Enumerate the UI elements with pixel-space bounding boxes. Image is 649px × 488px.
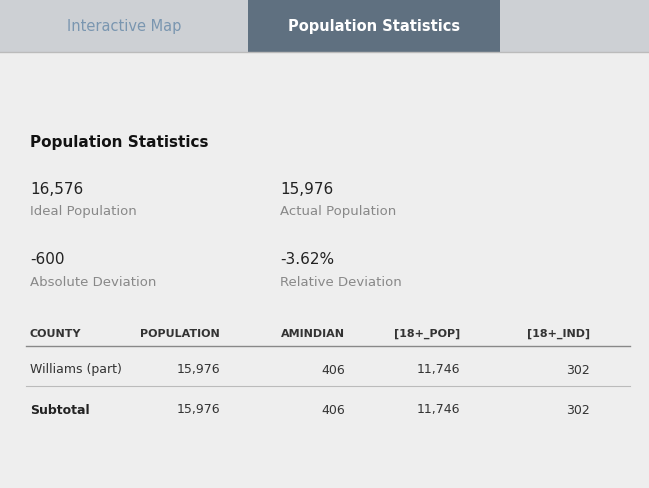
Text: [18+_POP]: [18+_POP]	[394, 329, 460, 339]
Text: Population Statistics: Population Statistics	[288, 19, 460, 34]
Text: Relative Deviation: Relative Deviation	[280, 276, 402, 288]
Text: 406: 406	[321, 404, 345, 416]
Text: -600: -600	[30, 252, 64, 267]
Text: Absolute Deviation: Absolute Deviation	[30, 276, 156, 288]
Bar	[500, 0, 649, 52]
Text: Williams (part): Williams (part)	[30, 364, 122, 377]
Bar	[248, 0, 500, 52]
Text: 15,976: 15,976	[177, 364, 220, 377]
Text: 15,976: 15,976	[280, 183, 333, 198]
Bar	[0, 0, 248, 52]
Text: 15,976: 15,976	[177, 404, 220, 416]
Text: [18+_IND]: [18+_IND]	[527, 329, 590, 339]
Text: Ideal Population: Ideal Population	[30, 205, 137, 219]
Text: 11,746: 11,746	[417, 364, 460, 377]
Text: 406: 406	[321, 364, 345, 377]
Text: Interactive Map: Interactive Map	[67, 19, 181, 34]
Text: AMINDIAN: AMINDIAN	[281, 329, 345, 339]
Text: Population Statistics: Population Statistics	[30, 135, 208, 149]
Text: Subtotal: Subtotal	[30, 404, 90, 416]
Bar	[0, 52, 649, 488]
Text: POPULATION: POPULATION	[140, 329, 220, 339]
Text: 16,576: 16,576	[30, 183, 83, 198]
Text: -3.62%: -3.62%	[280, 252, 334, 267]
Text: 302: 302	[566, 404, 590, 416]
Text: 11,746: 11,746	[417, 404, 460, 416]
Text: COUNTY: COUNTY	[30, 329, 82, 339]
Text: Actual Population: Actual Population	[280, 205, 397, 219]
Text: 302: 302	[566, 364, 590, 377]
